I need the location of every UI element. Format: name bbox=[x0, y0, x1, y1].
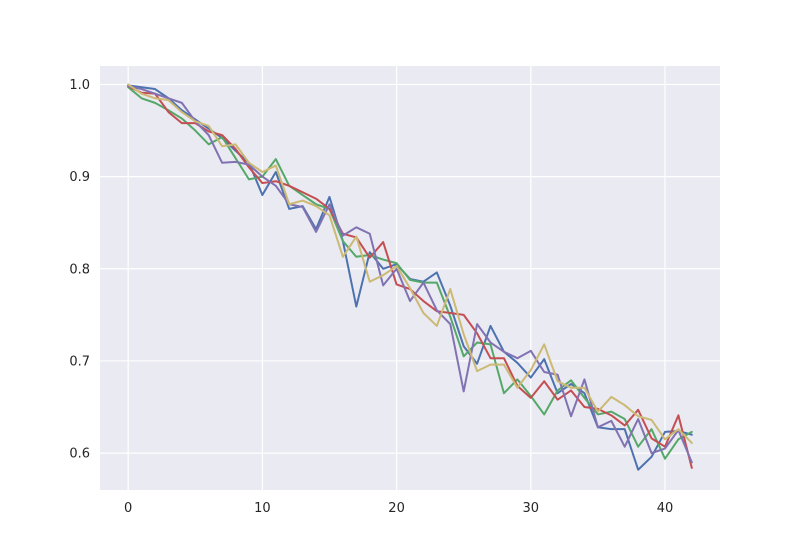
x-tick-label: 40 bbox=[657, 501, 674, 516]
series-layer bbox=[127, 83, 693, 471]
y-tick-label: 0.6 bbox=[69, 447, 90, 462]
x-tick-label: 0 bbox=[124, 501, 132, 516]
series-line-4 bbox=[127, 85, 693, 464]
x-tick-label: 10 bbox=[254, 501, 271, 516]
y-tick-label: 0.7 bbox=[69, 354, 90, 369]
series-line-2 bbox=[127, 86, 693, 460]
x-tick-label: 30 bbox=[523, 501, 540, 516]
series-line-5 bbox=[127, 83, 693, 444]
y-tick-label: 1.0 bbox=[69, 78, 90, 93]
x-axis: 0 10 20 30 40 bbox=[124, 501, 673, 516]
y-tick-label: 0.8 bbox=[69, 262, 90, 277]
y-axis: 0.6 0.7 0.8 0.9 1.0 bbox=[69, 78, 90, 462]
grid-lines bbox=[100, 66, 720, 490]
x-tick-label: 20 bbox=[388, 501, 405, 516]
y-tick-label: 0.9 bbox=[69, 170, 90, 185]
